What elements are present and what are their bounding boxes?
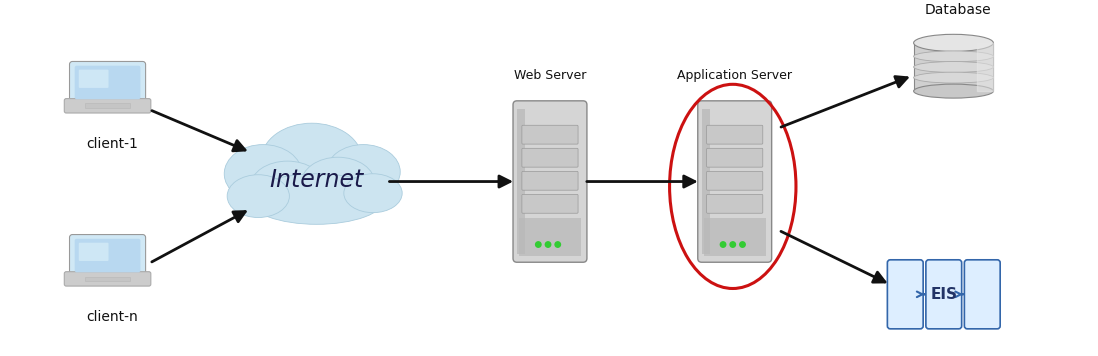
FancyBboxPatch shape xyxy=(926,260,962,329)
Bar xyxy=(519,218,581,256)
FancyBboxPatch shape xyxy=(522,171,578,190)
Circle shape xyxy=(536,242,541,247)
Ellipse shape xyxy=(914,51,994,62)
FancyBboxPatch shape xyxy=(65,99,150,113)
FancyBboxPatch shape xyxy=(707,148,763,167)
FancyBboxPatch shape xyxy=(65,272,150,286)
FancyBboxPatch shape xyxy=(964,260,1000,329)
Ellipse shape xyxy=(326,145,401,199)
Circle shape xyxy=(740,242,746,247)
Ellipse shape xyxy=(224,145,302,203)
FancyBboxPatch shape xyxy=(707,194,763,213)
FancyBboxPatch shape xyxy=(79,70,109,88)
Ellipse shape xyxy=(914,62,994,72)
Ellipse shape xyxy=(250,161,324,212)
FancyBboxPatch shape xyxy=(522,194,578,213)
Bar xyxy=(914,43,994,91)
Ellipse shape xyxy=(261,123,362,197)
Text: client-n: client-n xyxy=(86,310,138,324)
FancyBboxPatch shape xyxy=(522,125,578,144)
Bar xyxy=(517,109,525,255)
FancyBboxPatch shape xyxy=(522,148,578,167)
Circle shape xyxy=(554,242,560,247)
Bar xyxy=(85,104,131,108)
FancyBboxPatch shape xyxy=(697,101,772,262)
FancyBboxPatch shape xyxy=(75,66,141,99)
Text: client-1: client-1 xyxy=(86,137,138,151)
Text: Database: Database xyxy=(925,3,991,17)
FancyBboxPatch shape xyxy=(513,101,587,262)
Circle shape xyxy=(720,242,726,247)
FancyBboxPatch shape xyxy=(79,243,109,261)
FancyBboxPatch shape xyxy=(887,260,923,329)
FancyBboxPatch shape xyxy=(707,125,763,144)
Ellipse shape xyxy=(914,34,994,51)
FancyBboxPatch shape xyxy=(69,62,146,104)
Bar xyxy=(704,218,765,256)
Bar xyxy=(702,109,709,255)
Circle shape xyxy=(546,242,551,247)
Ellipse shape xyxy=(344,174,402,213)
Ellipse shape xyxy=(248,174,384,224)
FancyBboxPatch shape xyxy=(69,235,146,277)
FancyBboxPatch shape xyxy=(75,239,141,272)
Ellipse shape xyxy=(227,175,290,218)
Ellipse shape xyxy=(301,157,374,210)
Ellipse shape xyxy=(914,84,994,98)
FancyBboxPatch shape xyxy=(707,171,763,190)
Text: EIS: EIS xyxy=(930,287,957,302)
Text: Internet: Internet xyxy=(269,168,363,192)
Text: Web Server: Web Server xyxy=(514,69,586,82)
Text: Application Server: Application Server xyxy=(677,69,793,82)
Ellipse shape xyxy=(914,72,994,83)
Bar xyxy=(85,277,131,281)
Circle shape xyxy=(730,242,736,247)
